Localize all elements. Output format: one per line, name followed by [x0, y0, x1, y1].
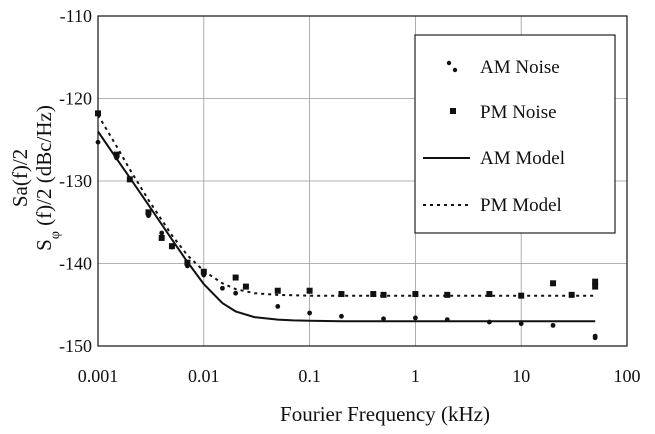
x-tick-label: 0.001 — [78, 366, 119, 386]
am-noise-point — [592, 335, 598, 341]
pm-noise-point — [242, 283, 249, 290]
y-axis-label-line-1: Sa(f)/2 — [8, 149, 32, 207]
pm-noise-point — [412, 291, 419, 298]
pm-noise-point — [145, 209, 152, 216]
am-noise-point — [518, 321, 524, 327]
x-axis-label: Fourier Frequency (kHz) — [280, 402, 490, 426]
y-tick-label: -150 — [59, 336, 92, 356]
legend-am-noise-marker-2 — [452, 67, 458, 73]
y-tick-label: -140 — [59, 254, 92, 274]
plot-frame — [97, 15, 628, 347]
pm-noise-point — [274, 287, 281, 294]
legend-item-am-model: AM Model — [423, 148, 565, 169]
legend-item-pm-noise: PM Noise — [450, 102, 557, 123]
am-noise-point — [339, 313, 344, 319]
x-tick-label: 0.1 — [298, 366, 321, 386]
x-tick-label: 100 — [614, 366, 641, 386]
legend: AM Noise PM Noise AM Model PM Model — [414, 34, 616, 234]
am-noise-point — [159, 230, 165, 236]
pm-noise-point — [306, 287, 313, 294]
y-axis-label-line-2-sub: φ — [48, 231, 63, 239]
y-axis-label-line-2-main: S — [32, 239, 56, 251]
pm-noise-point — [550, 280, 557, 287]
y-tick-label: -120 — [59, 89, 92, 109]
y-tick-label: -130 — [59, 171, 92, 191]
y-axis-label-line-2-rest: (f)/2 (dBc/Hz) — [32, 105, 56, 231]
legend-am-noise-label: AM Noise — [480, 57, 560, 78]
y-axis-label-line-2: Sφ (f)/2 (dBc/Hz) — [32, 105, 63, 251]
pm-noise-point — [168, 243, 175, 250]
pm-noise-point — [592, 278, 599, 285]
legend-pm-noise-marker — [450, 108, 456, 114]
legend-item-pm-model: PM Model — [423, 195, 562, 216]
legend-item-am-noise: AM Noise — [446, 57, 560, 78]
legend-pm-noise-label: PM Noise — [480, 102, 557, 123]
legend-am-noise-marker-1 — [446, 60, 452, 66]
y-tick-label: -110 — [60, 6, 92, 26]
pm-noise-point — [486, 291, 493, 298]
pm-noise-point — [338, 291, 345, 298]
am-noise-point — [307, 310, 312, 316]
y-axis-label-2: Sφ (f)/2 (dBc/Hz) — [32, 105, 63, 251]
am-model-line — [97, 130, 596, 323]
pm-noise-point — [380, 291, 387, 298]
am-noise-point — [413, 315, 418, 321]
pm-noise-point — [444, 291, 451, 298]
am-noise-point — [275, 304, 281, 309]
pm-noise-point — [592, 283, 599, 290]
pm-noise-point — [113, 151, 120, 158]
am-noise-point — [381, 316, 386, 322]
x-tick-label: 0.01 — [188, 366, 220, 386]
data-series — [95, 110, 599, 341]
legend-pm-model-label: PM Model — [480, 195, 562, 216]
pm-noise-point — [370, 291, 377, 298]
pm-model-line — [97, 114, 596, 297]
pm-noise-point — [158, 234, 165, 241]
am-noise-point — [233, 290, 239, 296]
legend-box — [414, 34, 616, 234]
tick-labels: 0.001 0.01 0.1 1 10 100 -150 -140 -130 -120 -110 — [59, 6, 641, 386]
x-tick-label: 10 — [512, 366, 530, 386]
pm-noise-point — [232, 274, 239, 281]
legend-am-model-label: AM Model — [480, 148, 565, 169]
am-noise-point — [550, 322, 556, 328]
y-axis-label: Sa(f)/2 — [8, 149, 32, 207]
am-noise-point — [220, 285, 225, 291]
x-tick-label: 1 — [411, 366, 420, 386]
